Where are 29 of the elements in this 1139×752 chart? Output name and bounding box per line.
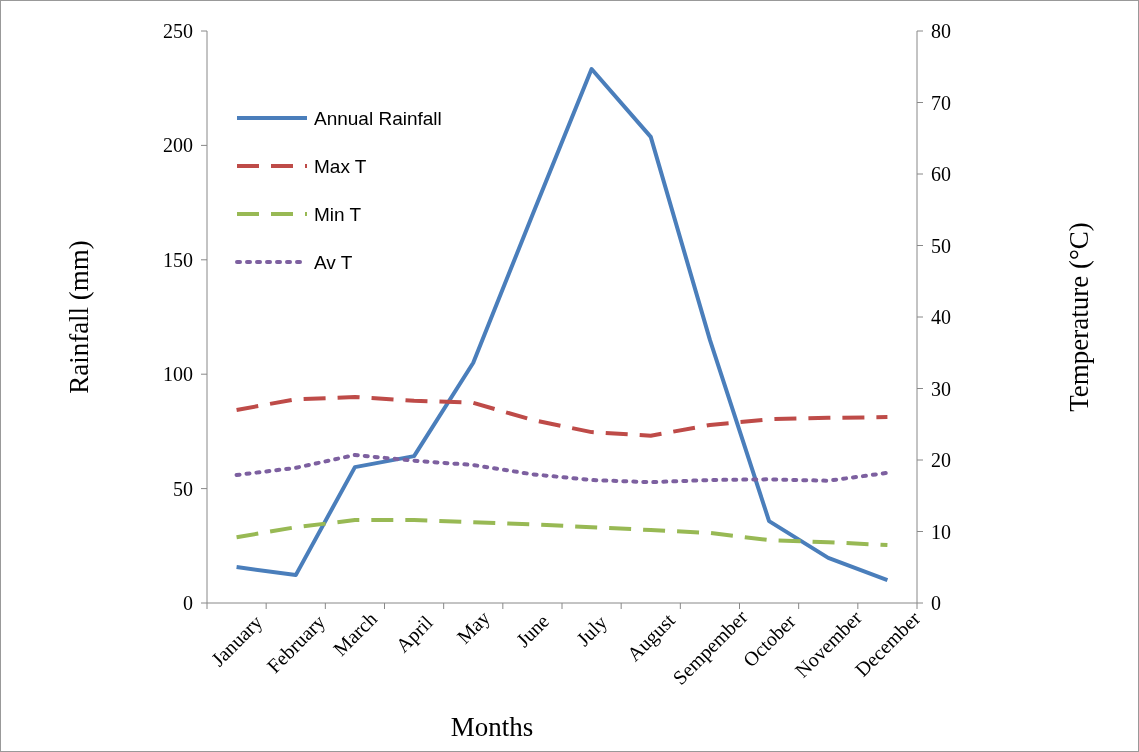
y-axis-title: Rainfall (mm) — [64, 240, 94, 394]
y-tick-label: 150 — [163, 248, 193, 271]
line-series — [234, 518, 890, 548]
legend-label: Annual Rainfall — [314, 107, 442, 129]
y-tick-label: 200 — [163, 134, 193, 157]
legend-label: Av T — [314, 251, 353, 273]
y2-tick-label: 10 — [931, 520, 951, 543]
y2-tick-label: 50 — [931, 234, 951, 257]
y2-tick-label: 80 — [931, 20, 951, 42]
x-tick-label: June — [511, 609, 554, 652]
y2-tick-label: 70 — [931, 91, 951, 114]
legend-label: Min T — [314, 203, 362, 225]
y-tick-label: 100 — [163, 363, 193, 386]
x-tick-label: May — [452, 606, 495, 649]
y-tick-label: 50 — [173, 477, 193, 500]
y2-tick-label: 20 — [931, 449, 951, 471]
line-series — [234, 66, 890, 583]
y2-tick-label: 0 — [931, 592, 941, 614]
x-tick-label: July — [572, 610, 612, 651]
legend-label: Max T — [314, 155, 367, 177]
y2-tick-label: 60 — [931, 163, 951, 185]
y-tick-label: 0 — [183, 592, 193, 614]
line-series — [234, 395, 890, 438]
line-series — [234, 453, 890, 485]
y2-tick-label: 30 — [931, 377, 951, 400]
x-axis-title: Months — [450, 712, 534, 742]
y2-axis-title: Temperature (°C) — [1064, 222, 1094, 412]
y2-tick-label: 40 — [931, 306, 951, 328]
y-tick-label: 250 — [163, 20, 193, 42]
